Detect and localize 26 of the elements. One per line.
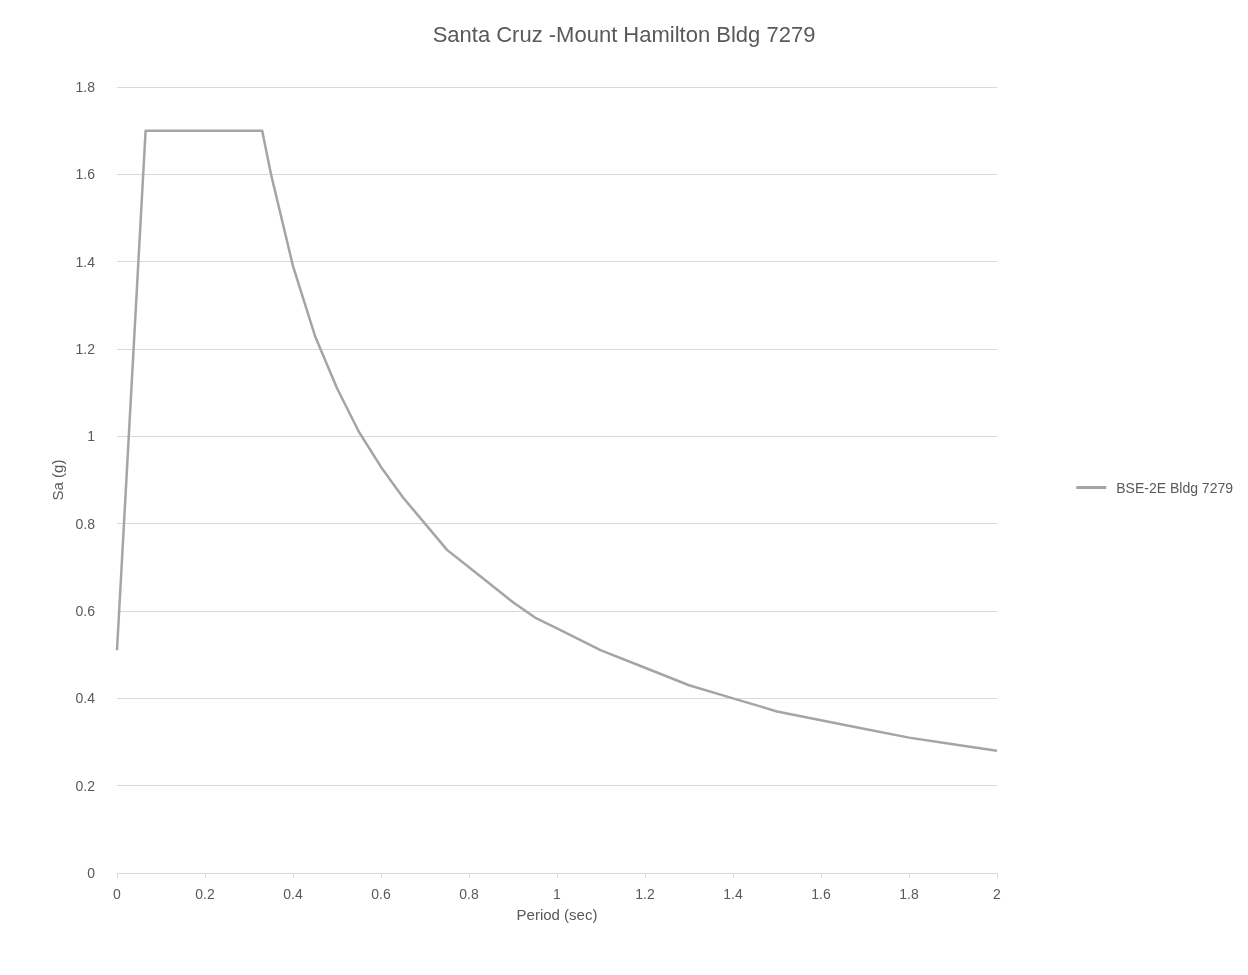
y-tick-label: 0.6 [75,603,96,619]
y-tick-label: 0.8 [75,515,96,532]
y-tick-label: 1.6 [75,166,96,183]
y-tick-label: 0.2 [75,777,96,794]
chart-title: Santa Cruz -Mount Hamilton Bldg 7279 [432,21,816,47]
y-tick-label: 1 [87,428,96,445]
y-tick-label: 1.8 [75,79,96,95]
x-tick-label: 1 [553,886,562,902]
y-tick-label: 0.4 [75,690,96,707]
x-tick-label: 0.4 [283,886,303,902]
line-series [115,129,999,752]
x-tick-label: 0.2 [195,886,215,902]
legend-label: BSE-2E Bldg 7279 [1116,479,1234,496]
x-tick-label: 0 [113,886,122,902]
x-tick-label: 1.2 [635,886,655,902]
x-axis-title: Period (sec) [516,906,598,923]
y-tick-label: 1.4 [75,253,96,270]
y-tick-label: 1.2 [75,341,96,357]
x-tick-label: 1.6 [811,886,831,902]
x-tick-label: 1.4 [723,886,743,902]
x-tick-label: 0.6 [371,886,391,902]
x-tick-label: 0.8 [459,886,479,902]
x-tick-label: 1.8 [899,886,919,902]
y-axis-title: Sa (g) [48,459,66,501]
y-tick-label: 0 [87,865,96,881]
x-tick-label: 2 [993,886,1002,902]
